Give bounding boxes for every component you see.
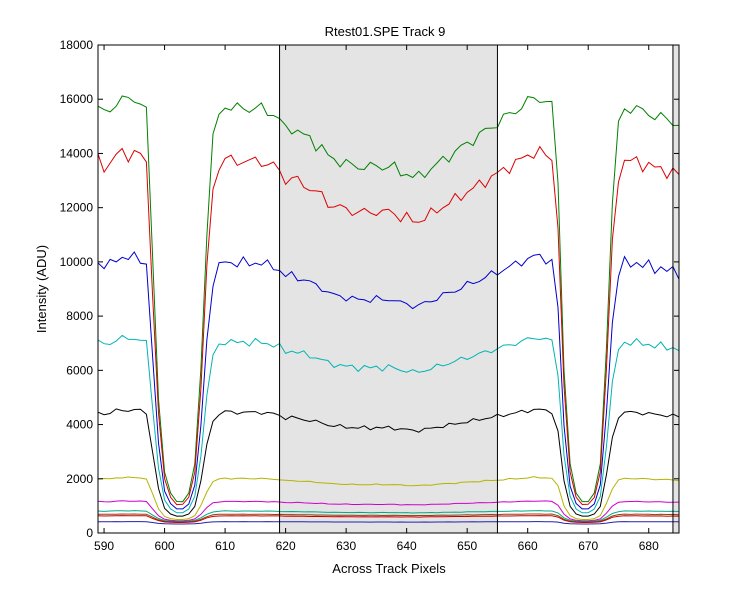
shaded-regions	[279, 45, 679, 533]
y-tick-label: 12000	[60, 201, 94, 215]
y-tick-label: 8000	[66, 309, 93, 323]
y-tick-label: 4000	[66, 418, 93, 432]
y-tick-label: 14000	[60, 146, 94, 160]
y-axis-label: Intensity (ADU)	[34, 245, 49, 333]
y-tick-label: 2000	[66, 472, 93, 486]
series-line	[97, 510, 680, 522]
series-line	[97, 95, 680, 503]
series-line	[97, 251, 680, 510]
x-tick-label: 590	[94, 539, 114, 553]
x-tick-label: 650	[457, 539, 477, 553]
y-tick-label: 10000	[60, 255, 94, 269]
x-tick-label: 610	[215, 539, 235, 553]
x-axis-label: Across Track Pixels	[332, 561, 446, 576]
series-line	[98, 521, 680, 525]
plot-frame	[97, 44, 680, 534]
x-tick-label: 600	[155, 539, 175, 553]
series-line	[97, 515, 680, 523]
y-tick-label: 16000	[60, 92, 94, 106]
x-tick-label: 680	[639, 539, 659, 553]
series-line	[97, 513, 680, 523]
x-tick-label: 630	[336, 539, 356, 553]
shaded-region	[279, 45, 498, 533]
x-tick-label: 670	[578, 539, 598, 553]
series-line	[97, 408, 680, 517]
y-ticks: 0 2000 4000 6000 8000 10000 12000 14000 16000 180…	[60, 38, 679, 540]
series-line	[97, 500, 680, 522]
y-tick-label: 0	[86, 526, 93, 540]
series-line	[97, 334, 680, 514]
shaded-region	[672, 45, 679, 533]
y-tick-label: 18000	[60, 38, 94, 52]
y-tick-label: 6000	[66, 363, 93, 377]
x-tick-label: 660	[518, 539, 538, 553]
x-tick-label: 640	[397, 539, 417, 553]
series-line	[97, 476, 680, 520]
series-layer	[97, 95, 680, 525]
vertical-lines	[279, 45, 674, 533]
x-tick-label: 620	[276, 539, 296, 553]
x-ticks: 590 600 610 620 630 640 650 660 670 680	[94, 45, 659, 553]
chart-title: Rtest01.SPE Track 9	[325, 24, 446, 39]
series-line	[97, 145, 680, 506]
